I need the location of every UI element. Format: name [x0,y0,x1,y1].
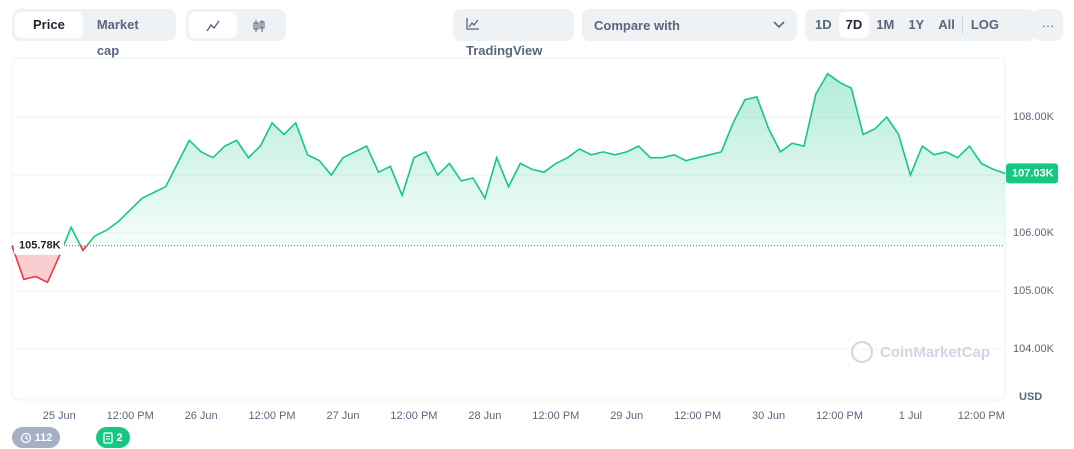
tab-price[interactable]: Price [15,12,83,38]
compare-label: Compare with [594,17,680,33]
divider [961,16,963,34]
y-tick-label: 104.00K [1013,343,1055,355]
x-tick-label: 12:00 PM [532,410,579,422]
x-tick-label: 25 Jun [43,410,76,422]
x-tick-label: 12:00 PM [674,410,721,422]
history-badge[interactable]: 112 [12,427,60,448]
x-tick-label: 28 Jun [468,410,501,422]
y-tick-label: 106.00K [1013,227,1055,239]
y-tick-label: 107.00K [1013,169,1055,181]
range[interactable]: 1D [815,17,832,32]
current-label: 107.03K [1012,167,1054,179]
log-toggle[interactable]: LOG [970,17,1000,32]
notes-count: 2 [116,431,123,444]
compare-select[interactable]: Compare with [582,9,797,41]
watermark: CoinMarketCap [880,344,990,361]
x-tick-label: 29 Jun [610,410,643,422]
x-tick-label: 12:00 PM [390,410,437,422]
line-style[interactable] [189,12,237,38]
y-axis-label: USD [1019,391,1042,403]
notes-badge[interactable]: 2 [96,427,130,448]
reference-label: 105.78K [19,240,61,252]
range-tabs: 1D 7D 1M 1Y All LOG [805,9,1036,41]
x-tick-label: 27 Jun [326,410,359,422]
more-btn[interactable]: ··· [1033,9,1063,41]
x-tick-label: 1 Jul [899,410,922,422]
range[interactable]: 1M [876,17,895,32]
y-tick-label: 108.00K [1013,111,1055,123]
x-tick-label: 30 Jun [752,410,785,422]
price-area [12,73,1005,283]
more: ··· [1041,17,1055,33]
range[interactable]: 7D [838,12,870,38]
chart-style [186,9,286,41]
candle-style[interactable] [237,12,281,38]
x-tick-label: 12:00 PM [249,410,296,422]
range[interactable]: All [938,17,955,32]
tab-market-cap[interactable]: Market cap [96,17,139,58]
x-tick-label: 12:00 PM [816,410,863,422]
tradingview-btn[interactable]: TradingView [453,9,574,58]
plot-frame [11,57,1006,401]
chevron [773,21,785,29]
x-tick-label: 12:00 PM [107,410,154,422]
x-tick-label: 12:00 PM [958,410,1005,422]
reference-badge [14,236,64,255]
price-line [11,72,1006,284]
tradingview: TradingView [456,12,571,58]
history-count: 112 [34,431,53,444]
watermark-logo [851,341,873,363]
y-tick-label: 105.00K [1013,285,1055,297]
current-badge [1006,163,1058,184]
x-tick-label: 26 Jun [185,410,218,422]
range[interactable]: 1Y [908,17,925,32]
tradingview-label: TradingView [466,43,543,58]
type-tabs: Price Market cap [12,9,176,58]
